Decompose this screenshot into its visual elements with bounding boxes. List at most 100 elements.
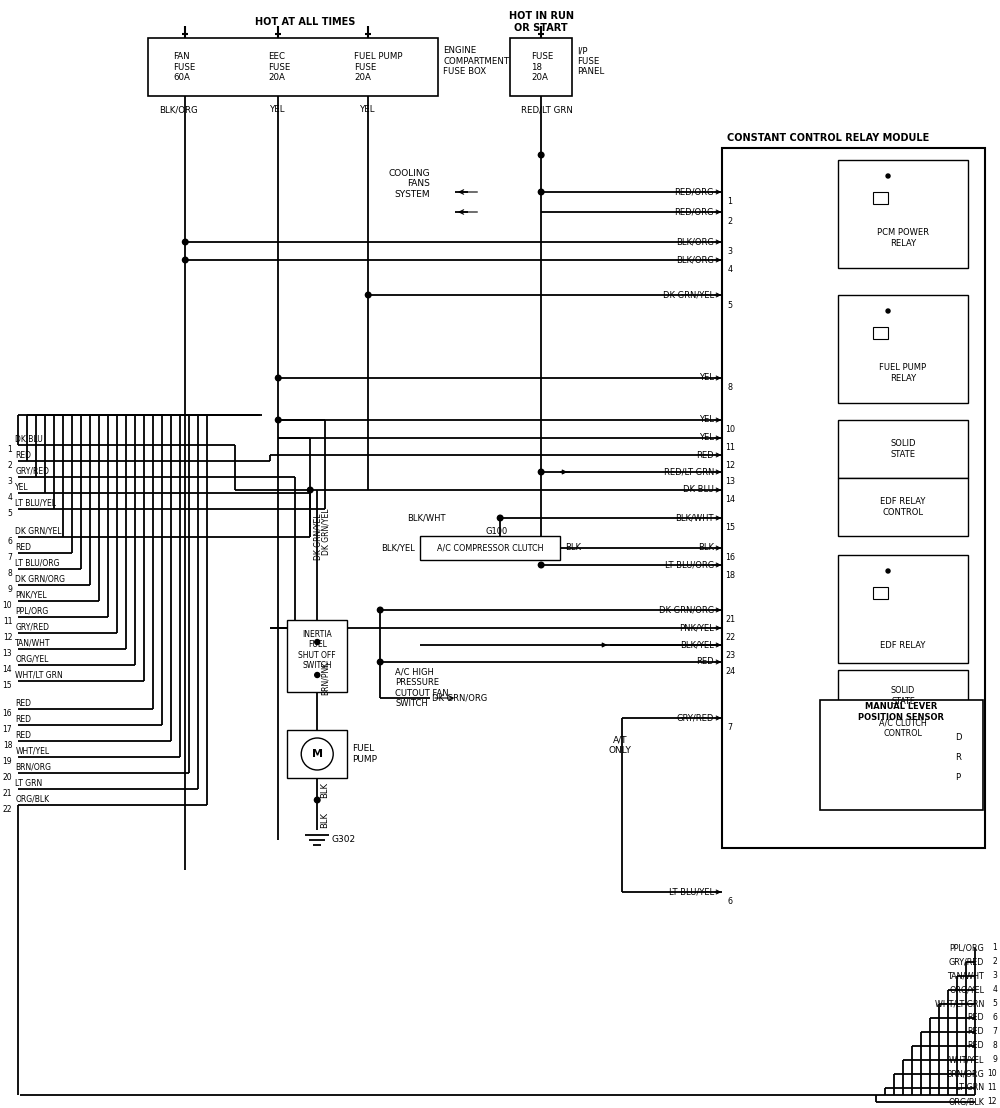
Text: BLK/WHT: BLK/WHT <box>676 513 714 523</box>
Text: BRN/ORG: BRN/ORG <box>15 762 51 771</box>
Text: 8: 8 <box>728 383 733 392</box>
Text: HOT AT ALL TIMES: HOT AT ALL TIMES <box>255 17 355 27</box>
Text: 14: 14 <box>725 495 735 504</box>
Text: DK GRN/YEL: DK GRN/YEL <box>321 509 330 555</box>
Text: 16: 16 <box>725 554 735 563</box>
Text: 12: 12 <box>988 1098 997 1107</box>
Text: 9: 9 <box>992 1056 997 1065</box>
Text: BLK/ORG: BLK/ORG <box>676 237 714 246</box>
Text: COOLING
FANS
SYSTEM: COOLING FANS SYSTEM <box>389 170 430 199</box>
Text: DK GRN/ORG: DK GRN/ORG <box>659 605 714 615</box>
Text: 2: 2 <box>8 462 12 471</box>
Text: LT GRN: LT GRN <box>15 779 43 788</box>
Text: GRY/RED: GRY/RED <box>949 957 984 966</box>
Text: WHT/YEL: WHT/YEL <box>949 1056 984 1065</box>
Text: FUEL PUMP
RELAY: FUEL PUMP RELAY <box>879 363 927 382</box>
Text: RED: RED <box>15 715 31 724</box>
Circle shape <box>365 293 371 298</box>
Bar <box>148 38 438 96</box>
Bar <box>287 620 347 692</box>
Text: 8: 8 <box>992 1042 997 1050</box>
Text: PNK/YEL: PNK/YEL <box>679 624 714 633</box>
Circle shape <box>301 738 333 770</box>
Text: SOLID
STATE: SOLID STATE <box>891 686 915 706</box>
Text: 6: 6 <box>728 897 733 906</box>
Text: WHT/LT GRN: WHT/LT GRN <box>935 999 984 1008</box>
Text: BLK: BLK <box>565 544 581 553</box>
Text: EDF RELAY
CONTROL: EDF RELAY CONTROL <box>880 497 926 516</box>
Text: BLK/YEL: BLK/YEL <box>381 544 415 553</box>
Circle shape <box>886 174 890 178</box>
Text: 22: 22 <box>3 806 12 814</box>
Text: MANUAL LEVER
POSITION SENSOR: MANUAL LEVER POSITION SENSOR <box>858 702 944 721</box>
Circle shape <box>315 673 320 677</box>
Text: A/C COMPRESSOR CLUTCH: A/C COMPRESSOR CLUTCH <box>437 544 543 553</box>
Text: DK GRN/YEL: DK GRN/YEL <box>313 513 322 560</box>
Text: YEL: YEL <box>699 373 714 382</box>
Text: 12: 12 <box>725 461 735 470</box>
Text: PPL/ORG: PPL/ORG <box>15 606 49 616</box>
Bar <box>838 478 968 536</box>
Text: 11: 11 <box>725 443 735 452</box>
Text: 17: 17 <box>3 726 12 735</box>
Text: RED: RED <box>696 451 714 460</box>
Text: 13: 13 <box>3 649 12 658</box>
Circle shape <box>315 639 320 645</box>
Text: P: P <box>955 773 960 782</box>
Circle shape <box>497 515 503 521</box>
Text: 1: 1 <box>728 197 733 206</box>
Text: BLK/ORG: BLK/ORG <box>676 256 714 265</box>
Text: EEC
FUSE
20A: EEC FUSE 20A <box>268 52 291 82</box>
Bar <box>838 670 968 748</box>
Bar <box>873 587 888 599</box>
Text: WHT/YEL: WHT/YEL <box>15 747 49 756</box>
Text: RED: RED <box>967 1014 984 1023</box>
Bar <box>820 700 983 810</box>
Text: 7: 7 <box>992 1027 997 1036</box>
Text: FAN
FUSE
60A: FAN FUSE 60A <box>173 52 196 82</box>
Text: 9: 9 <box>7 585 12 595</box>
Circle shape <box>182 257 188 263</box>
Text: RED: RED <box>15 543 31 552</box>
Text: TAN/WHT: TAN/WHT <box>15 638 51 647</box>
Text: PPL/ORG: PPL/ORG <box>949 944 984 953</box>
Text: FUSE
18
20A: FUSE 18 20A <box>531 52 554 82</box>
Text: YEL: YEL <box>360 105 376 114</box>
Text: RED: RED <box>15 730 31 739</box>
Circle shape <box>538 189 544 195</box>
Text: DK GRN/YEL: DK GRN/YEL <box>663 290 714 299</box>
Text: GRY/RED: GRY/RED <box>677 714 714 722</box>
Text: A/C HIGH
PRESSURE
CUTOUT FAN
SWITCH: A/C HIGH PRESSURE CUTOUT FAN SWITCH <box>395 668 449 708</box>
Text: LT BLU/ORG: LT BLU/ORG <box>665 561 714 570</box>
Text: GRY/RED: GRY/RED <box>15 623 49 632</box>
Text: 15: 15 <box>3 681 12 690</box>
Text: G302: G302 <box>331 835 355 844</box>
Text: BLK/WHT: BLK/WHT <box>407 513 445 523</box>
Text: RED: RED <box>15 451 31 460</box>
Text: 19: 19 <box>3 758 12 767</box>
Text: DK GRN/ORG: DK GRN/ORG <box>15 575 65 584</box>
Text: 1: 1 <box>992 944 997 953</box>
Text: 8: 8 <box>8 570 12 578</box>
Text: 6: 6 <box>7 537 12 546</box>
Text: PCM POWER
RELAY: PCM POWER RELAY <box>877 228 929 248</box>
Circle shape <box>307 488 313 493</box>
Text: HOT IN RUN
OR START: HOT IN RUN OR START <box>509 11 574 33</box>
Text: CONSTANT CONTROL RELAY MODULE: CONSTANT CONTROL RELAY MODULE <box>727 133 929 143</box>
Text: INERTIA
FUEL
SHUT OFF
SWITCH: INERTIA FUEL SHUT OFF SWITCH <box>298 630 336 670</box>
Text: RED: RED <box>967 1042 984 1050</box>
Text: TAN/WHT: TAN/WHT <box>947 972 984 981</box>
Text: 11: 11 <box>3 617 12 626</box>
Text: 2: 2 <box>992 957 997 966</box>
Text: 5: 5 <box>992 999 997 1008</box>
Text: 10: 10 <box>987 1069 997 1078</box>
Text: LT GRN: LT GRN <box>956 1084 984 1092</box>
Text: 13: 13 <box>725 478 735 486</box>
Circle shape <box>886 309 890 312</box>
Bar <box>838 555 968 663</box>
Bar <box>838 160 968 268</box>
Text: BLK/ORG: BLK/ORG <box>159 105 198 114</box>
Text: 4: 4 <box>992 985 997 995</box>
Text: 7: 7 <box>728 724 733 732</box>
Bar <box>873 192 888 204</box>
